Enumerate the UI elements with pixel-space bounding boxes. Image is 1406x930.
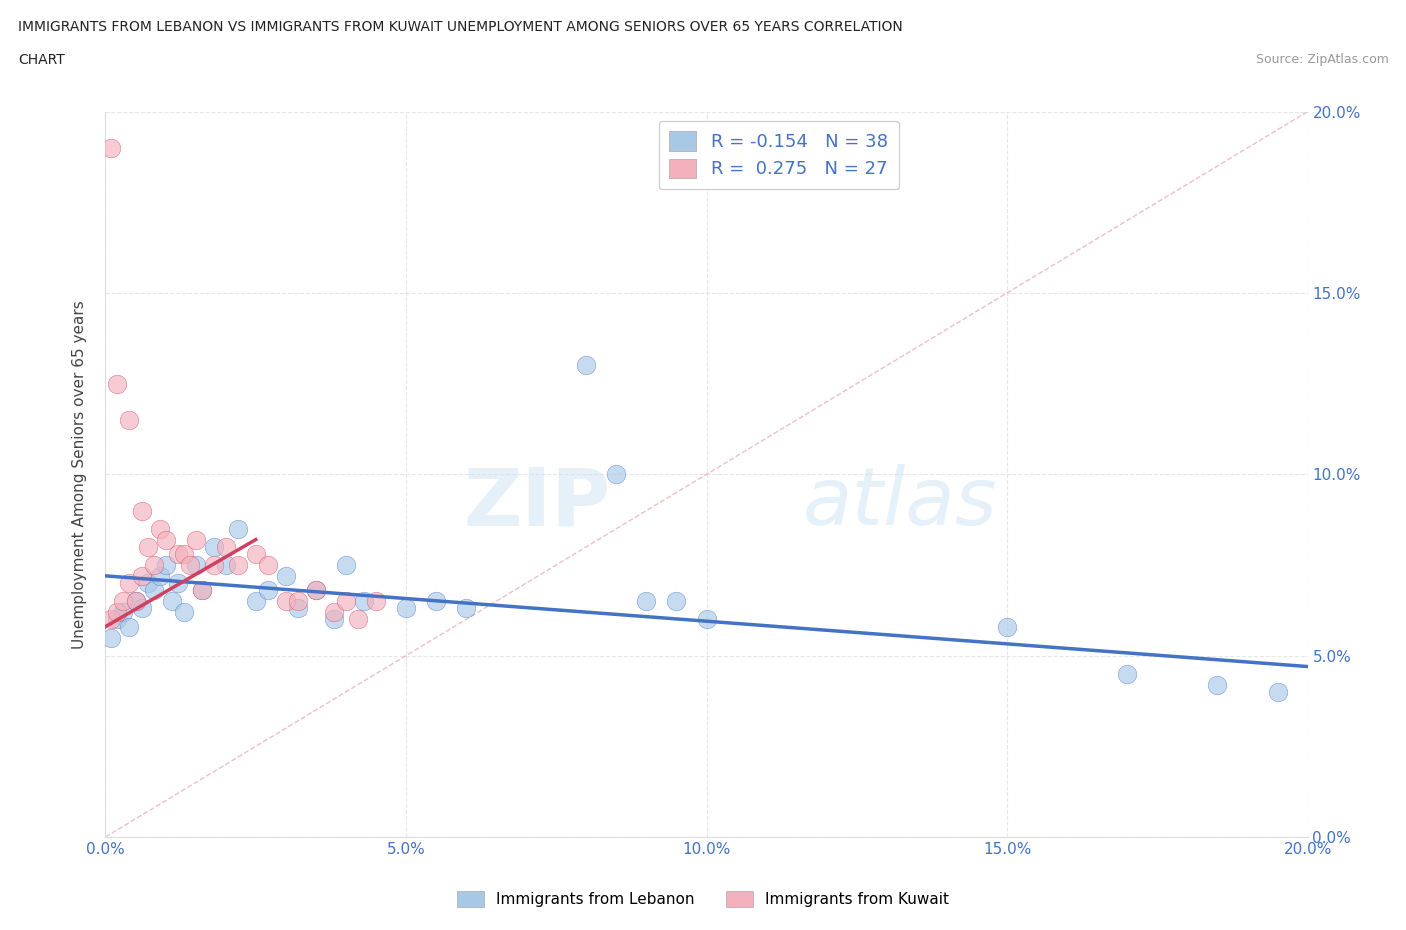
Point [166,576,188,591]
Point [245,547,267,562]
Point [131,601,153,616]
Y-axis label: Unemployment Among Seniors over 65 years: Unemployment Among Seniors over 65 years [72,300,87,649]
Point [202,539,225,554]
Point [305,583,328,598]
Point [696,612,718,627]
Point [160,594,183,609]
Text: atlas: atlas [803,464,997,542]
Point [112,604,135,619]
Point [173,547,195,562]
Point [1116,666,1139,681]
Point [155,532,177,547]
Point [322,604,344,619]
Point [190,583,212,598]
Point [131,568,153,583]
Point [155,558,177,573]
Point [107,612,129,627]
Legend: R = -0.154   N = 38, R =  0.275   N = 27: R = -0.154 N = 38, R = 0.275 N = 27 [658,121,898,190]
Point [335,558,357,573]
Point [636,594,658,609]
Point [274,594,297,609]
Point [305,583,328,598]
Point [353,594,375,609]
Point [179,558,201,573]
Point [995,619,1018,634]
Point [1267,684,1289,699]
Point [118,619,141,634]
Point [425,594,447,609]
Point [148,568,170,583]
Point [100,612,122,627]
Text: CHART: CHART [18,53,65,67]
Point [136,576,159,591]
Point [124,594,146,609]
Point [118,576,141,591]
Point [575,358,598,373]
Point [100,140,122,155]
Point [256,583,278,598]
Point [112,594,135,609]
Point [395,601,418,616]
Point [131,503,153,518]
Legend: Immigrants from Lebanon, Immigrants from Kuwait: Immigrants from Lebanon, Immigrants from… [451,884,955,913]
Text: Source: ZipAtlas.com: Source: ZipAtlas.com [1256,53,1389,66]
Point [202,558,225,573]
Point [347,612,370,627]
Point [136,539,159,554]
Text: IMMIGRANTS FROM LEBANON VS IMMIGRANTS FROM KUWAIT UNEMPLOYMENT AMONG SENIORS OVE: IMMIGRANTS FROM LEBANON VS IMMIGRANTS FR… [18,20,903,34]
Point [226,558,249,573]
Point [287,594,309,609]
Point [335,594,357,609]
Point [214,539,236,554]
Point [100,631,122,645]
Text: ZIP: ZIP [463,464,610,542]
Point [142,583,165,598]
Point [184,532,207,547]
Point [287,601,309,616]
Point [148,521,170,536]
Point [173,604,195,619]
Point [124,594,146,609]
Point [142,558,165,573]
Point [118,413,141,428]
Point [214,558,236,573]
Point [256,558,278,573]
Point [665,594,688,609]
Point [184,558,207,573]
Point [226,521,249,536]
Point [454,601,477,616]
Point [245,594,267,609]
Point [166,547,188,562]
Point [364,594,387,609]
Point [322,612,344,627]
Point [1206,677,1229,692]
Point [107,604,129,619]
Point [274,568,297,583]
Point [605,467,627,482]
Point [107,377,129,392]
Point [190,583,212,598]
